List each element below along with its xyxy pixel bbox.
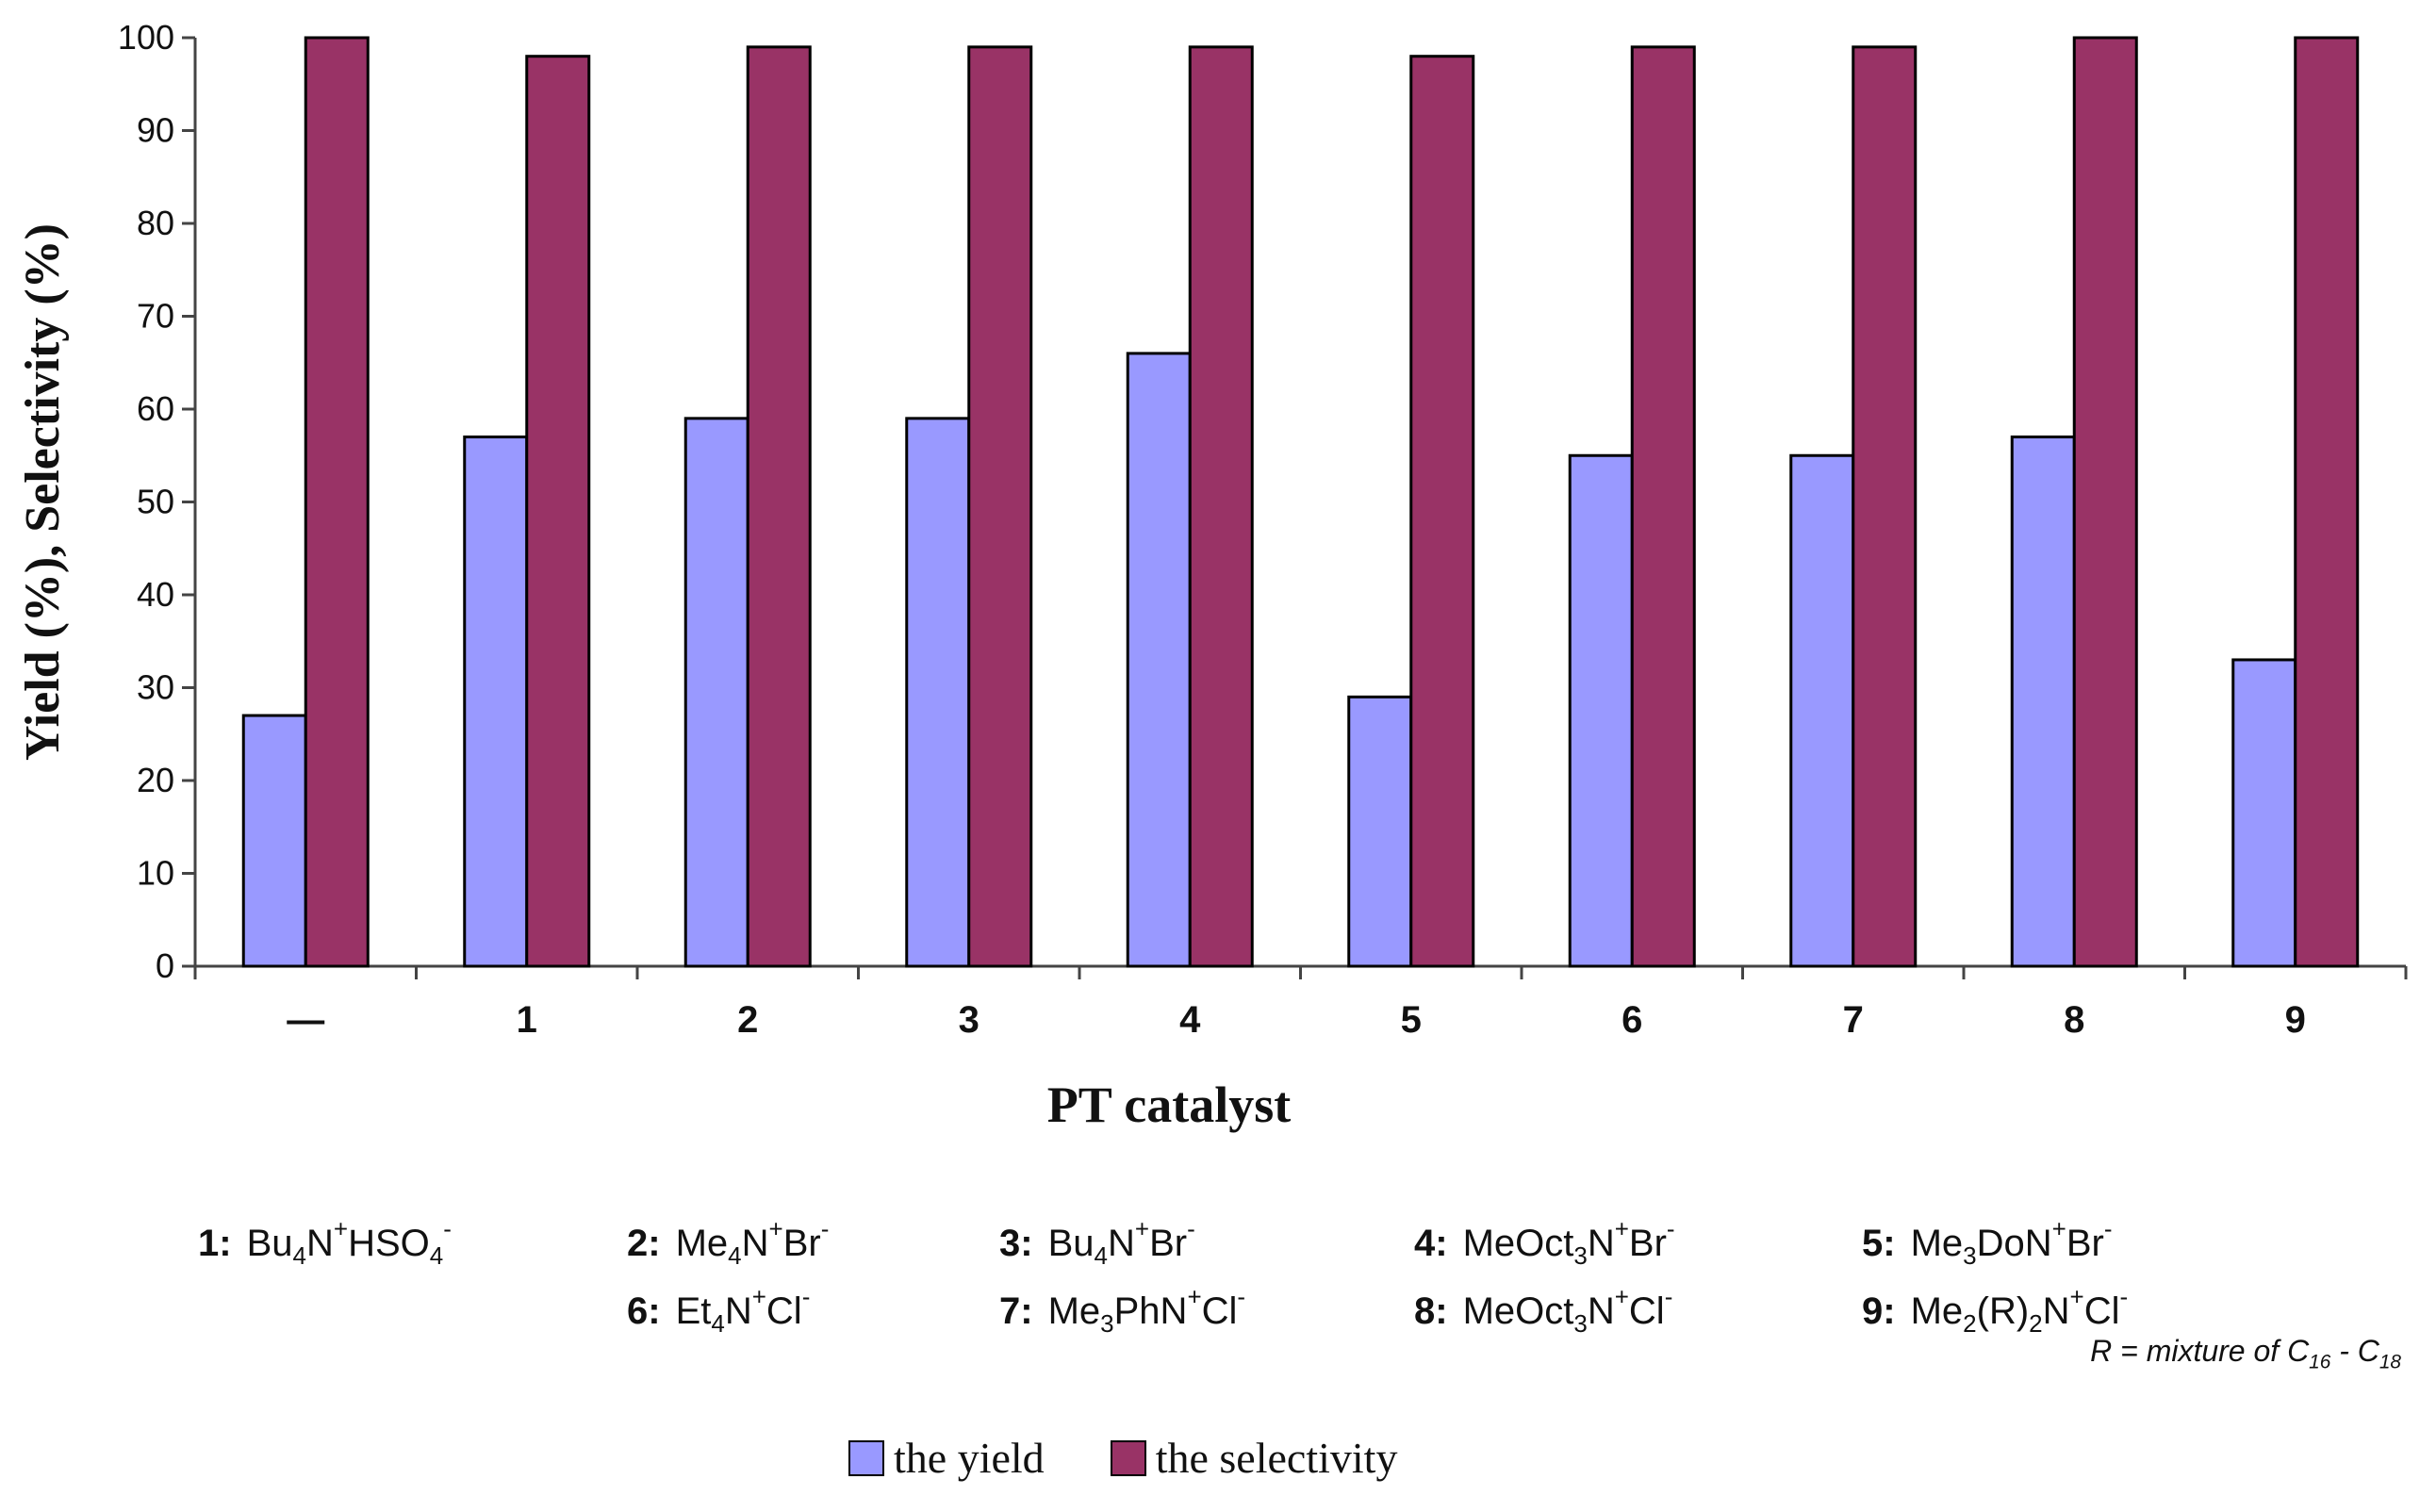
- y-tick-label: 0: [156, 946, 174, 985]
- bar-yield: [683, 417, 749, 968]
- y-tick-label: 100: [118, 18, 174, 57]
- bar-selectivity: [1852, 45, 1918, 968]
- y-tick-label: 30: [137, 668, 174, 707]
- catalyst-number: 7:: [999, 1290, 1033, 1332]
- catalyst-number: 2:: [627, 1222, 661, 1264]
- bar-selectivity: [1630, 45, 1696, 968]
- bar-yield: [1789, 453, 1855, 968]
- bar-yield: [463, 436, 529, 968]
- legend-label-selectivity: the selectivity: [1155, 1434, 1398, 1482]
- x-axis: — 1 2 3 4 5 6 7 8 9: [193, 964, 2408, 1041]
- legend-swatch-selectivity: [1110, 1439, 1146, 1476]
- bar-yield: [2231, 658, 2297, 968]
- x-tick-label: 2: [737, 999, 758, 1041]
- catalyst-key-item: 5: Me3DoN+Br-: [1862, 1214, 2113, 1271]
- bar-yield: [1126, 352, 1192, 968]
- catalyst-key-item: 7: Me3PhN+Cl-: [999, 1282, 1245, 1339]
- legend-label-yield: the yield: [894, 1434, 1045, 1482]
- x-tick-label: 5: [1401, 999, 1422, 1041]
- bar-selectivity: [2294, 36, 2360, 968]
- bar-selectivity: [967, 45, 1033, 968]
- bar-selectivity: [2072, 36, 2138, 968]
- bar-yield: [905, 417, 971, 968]
- x-tick-label: 8: [2064, 999, 2084, 1041]
- catalyst-formula: Me3DoN+Br-: [1910, 1214, 2113, 1270]
- catalyst-formula: Bu4N+HSO4-: [246, 1214, 452, 1270]
- legend-item-yield: the yield: [848, 1433, 1045, 1483]
- y-tick-label: 90: [137, 111, 174, 150]
- bar-yield: [1347, 695, 1413, 968]
- catalyst-number: 4:: [1414, 1222, 1448, 1264]
- bars-group: [241, 36, 2360, 968]
- catalyst-formula: Me4N+Br-: [675, 1214, 830, 1270]
- x-tick-label: —: [287, 999, 324, 1041]
- y-axis-title: Yield (%), Selectivity (%): [16, 223, 70, 761]
- y-tick-label: 70: [137, 297, 174, 336]
- catalyst-number: 8:: [1414, 1290, 1448, 1332]
- catalyst-key-item: 9: Me2(R)2N+Cl-: [1862, 1282, 2128, 1339]
- catalyst-number: 9:: [1862, 1290, 1896, 1332]
- catalyst-formula: Bu4N+Br-: [1047, 1214, 1195, 1270]
- bar-yield: [1568, 453, 1634, 968]
- series-legend: the yield the selectivity: [848, 1433, 1463, 1483]
- bar-yield: [2010, 436, 2076, 968]
- mixture-note: R = mixture of C16 - C18: [2090, 1334, 2401, 1373]
- catalyst-key-item: 8: MeOct3N+Cl-: [1414, 1282, 1672, 1339]
- y-tick-label: 60: [137, 389, 174, 428]
- catalyst-formula: Me3PhN+Cl-: [1047, 1282, 1246, 1338]
- catalyst-number: 6:: [627, 1290, 661, 1332]
- legend-item-selectivity: the selectivity: [1110, 1433, 1398, 1483]
- bar-selectivity: [304, 36, 370, 968]
- bar-selectivity: [746, 45, 812, 968]
- bar-chart-svg: 0 10 20 30 40 50 60 70 80 90 100 — 1 2 3 4 5 6 7 8 9 Yield …: [16, 18, 2408, 1133]
- catalyst-formula: MeOct3N+Cl-: [1462, 1282, 1673, 1338]
- y-axis: 0 10 20 30 40 50 60 70 80 90 100: [118, 18, 197, 985]
- catalyst-number: 5:: [1862, 1222, 1896, 1264]
- legend-swatch-yield: [848, 1439, 884, 1476]
- catalyst-formula: Me2(R)2N+Cl-: [1910, 1282, 2129, 1338]
- catalyst-formula: MeOct3N+Br-: [1462, 1214, 1675, 1270]
- x-tick-label: 6: [1622, 999, 1642, 1041]
- catalyst-key-item: 3: Bu4N+Br-: [999, 1214, 1195, 1271]
- catalyst-number: 1:: [198, 1222, 232, 1264]
- y-tick-label: 40: [137, 575, 174, 614]
- x-axis-title: PT catalyst: [1047, 1076, 1291, 1133]
- x-tick-label: 7: [1843, 999, 1864, 1041]
- catalyst-key-item: 4: MeOct3N+Br-: [1414, 1214, 1675, 1271]
- y-tick-label: 20: [137, 761, 174, 799]
- catalyst-key-item: 6: Et4N+Cl-: [627, 1282, 810, 1339]
- x-tick-label: 4: [1179, 999, 1201, 1041]
- catalyst-formula: Et4N+Cl-: [675, 1282, 811, 1338]
- bar-yield: [241, 714, 307, 968]
- catalyst-key: 1: Bu4N+HSO4- 2: Me4N+Br- 3: Bu4N+Br- 4: MeOct3…: [0, 1197, 2420, 1414]
- catalyst-key-item: 2: Me4N+Br-: [627, 1214, 829, 1271]
- bar-selectivity: [525, 55, 591, 968]
- catalyst-number: 3:: [999, 1222, 1033, 1264]
- bar-selectivity: [1188, 45, 1254, 968]
- y-tick-label: 80: [137, 204, 174, 242]
- bar-selectivity: [1409, 55, 1475, 968]
- y-tick-label: 10: [137, 854, 174, 893]
- x-tick-label: 1: [517, 999, 537, 1041]
- x-tick-label: 9: [2285, 999, 2306, 1041]
- x-tick-label: 3: [959, 999, 980, 1041]
- y-tick-label: 50: [137, 483, 174, 521]
- catalyst-key-item: 1: Bu4N+HSO4-: [198, 1214, 452, 1271]
